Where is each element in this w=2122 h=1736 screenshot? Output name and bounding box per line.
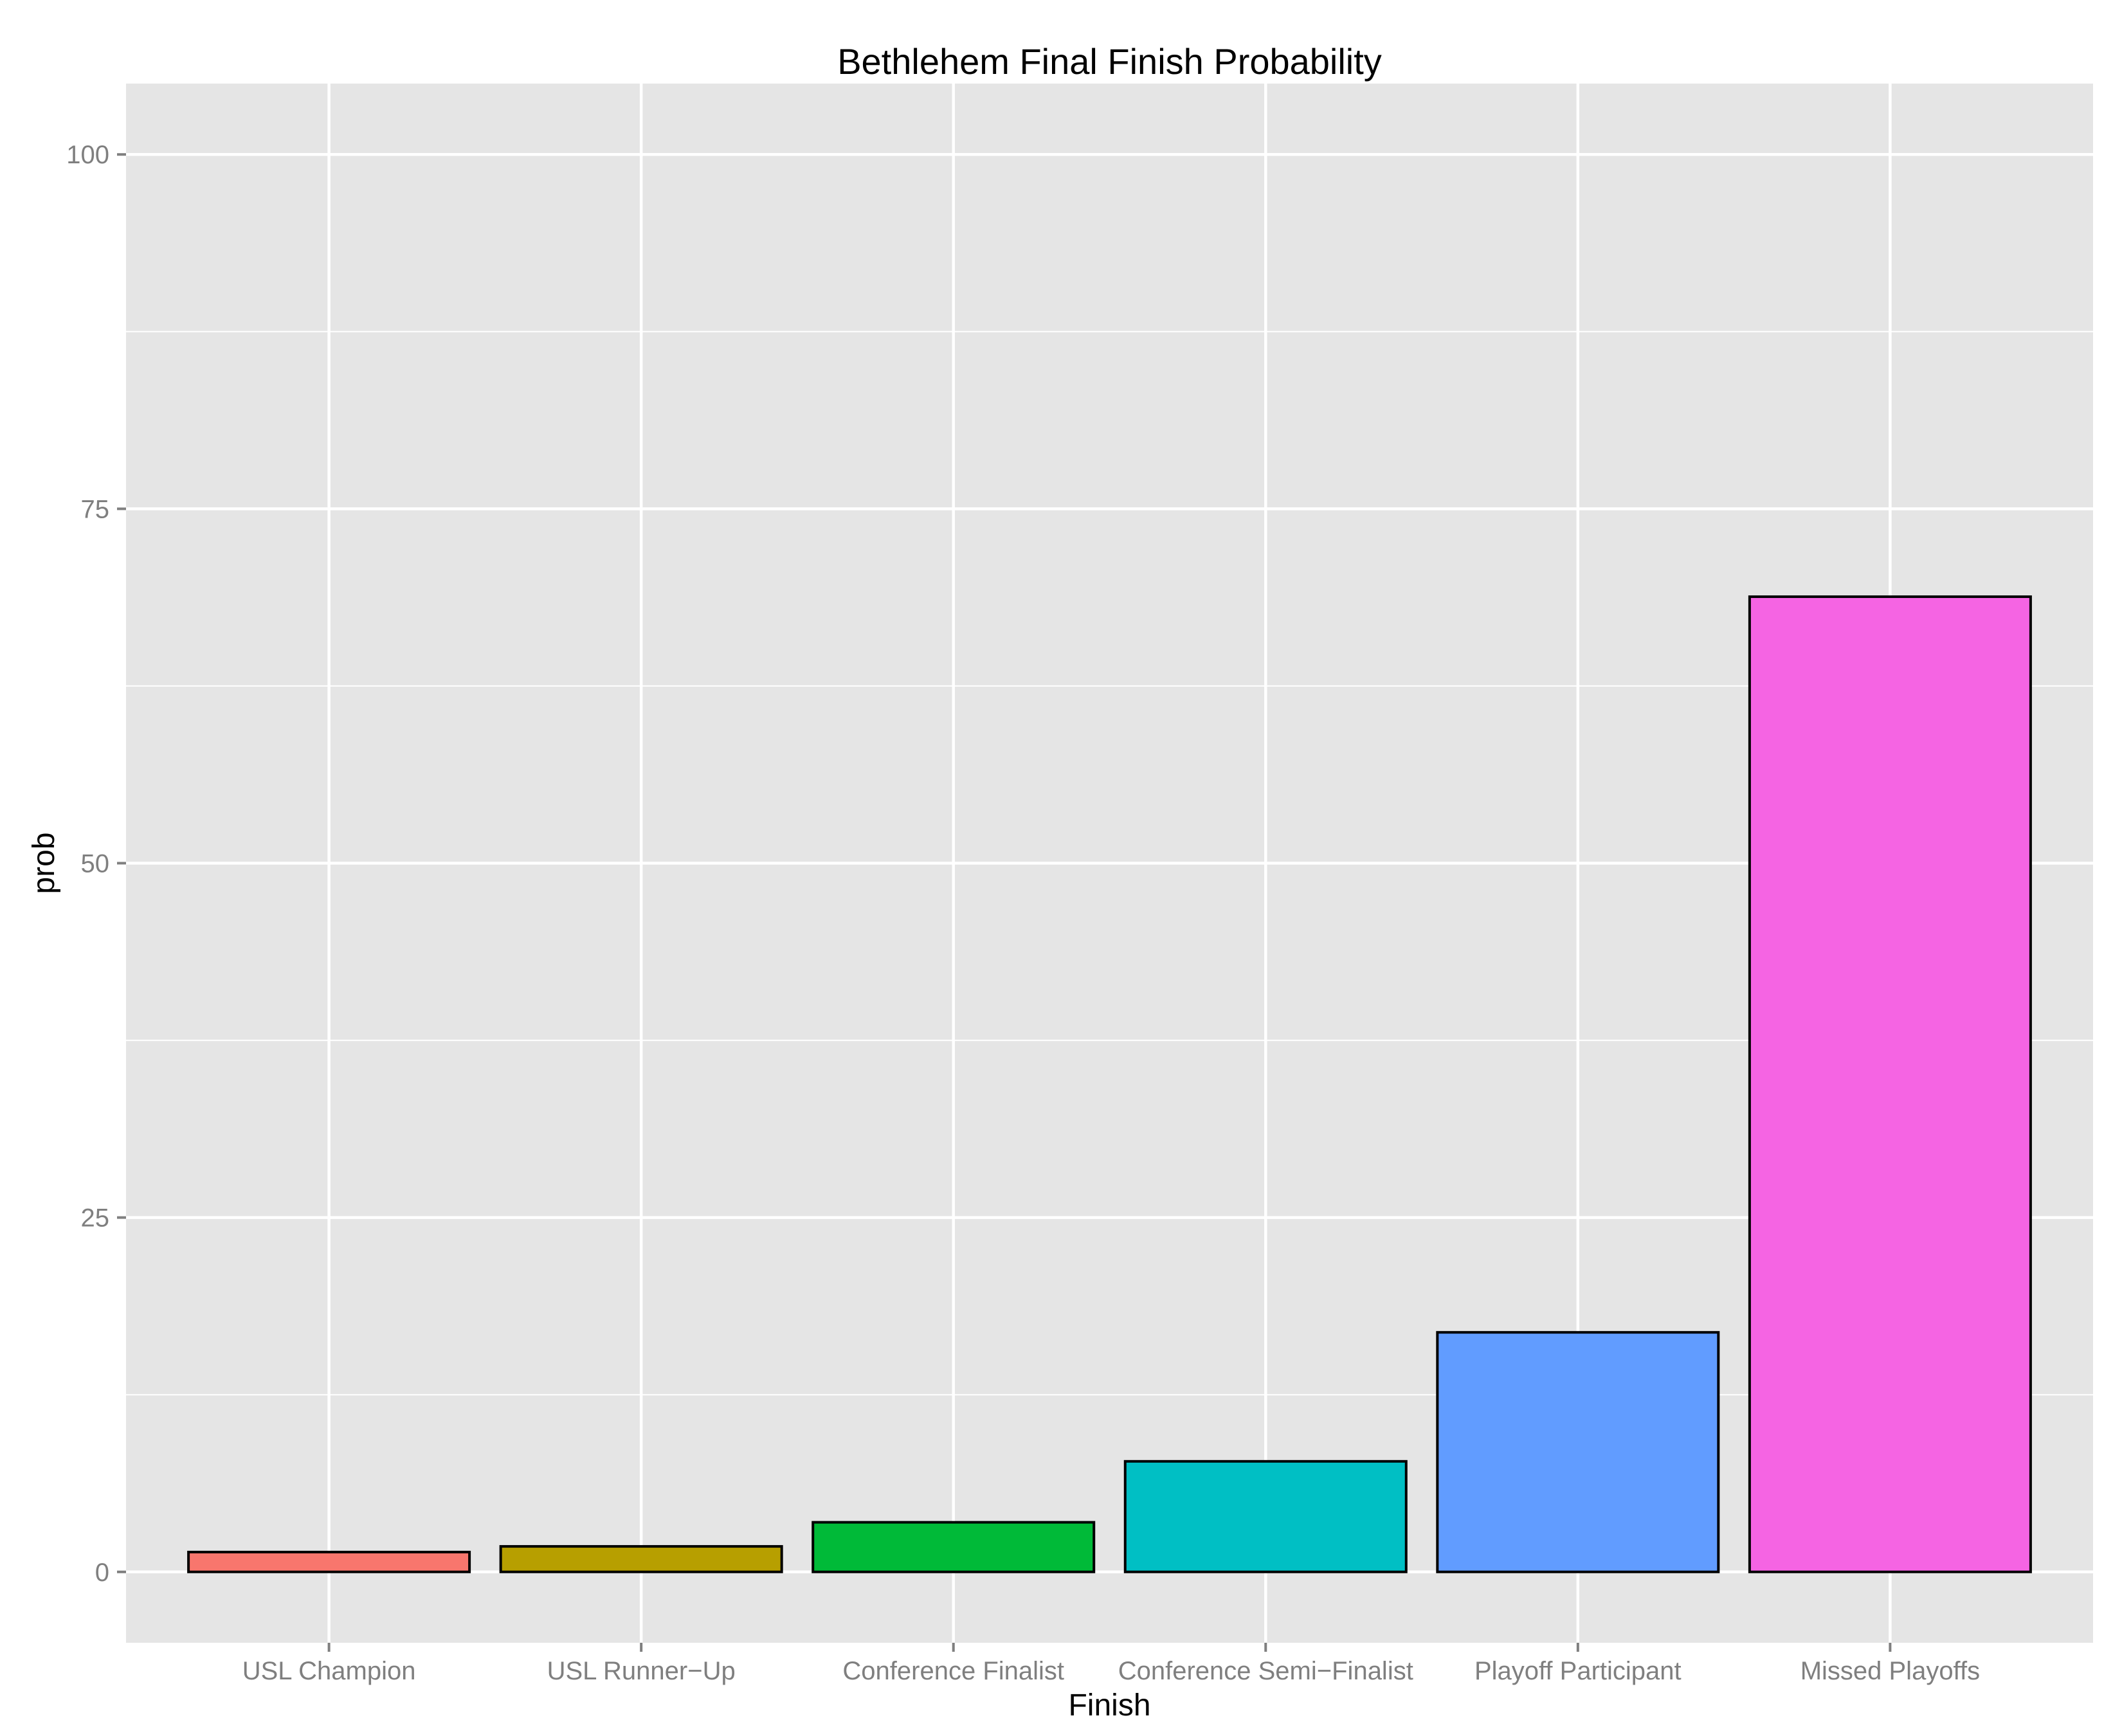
y-tick-label: 100 xyxy=(66,141,109,169)
x-tick-label: USL Champion xyxy=(242,1657,416,1685)
x-axis-title: Finish xyxy=(1068,1688,1150,1722)
y-axis-ticks: 0 25 50 75 100 xyxy=(66,141,126,1587)
y-tick-label: 75 xyxy=(81,495,110,523)
x-axis-ticks: USL Champion USL Runner−Up Conference Fina… xyxy=(242,1643,1980,1685)
bar xyxy=(812,1521,1096,1573)
bar xyxy=(187,1550,471,1573)
x-tick-label: Playoff Participant xyxy=(1474,1657,1682,1685)
y-axis-title: prob xyxy=(27,832,61,894)
bars xyxy=(187,595,2032,1573)
bar xyxy=(1748,595,2032,1573)
x-tick-label: Conference Semi−Finalist xyxy=(1118,1657,1413,1685)
y-tick-label: 0 xyxy=(95,1559,109,1587)
chart-title: Bethlehem Final Finish Probability xyxy=(837,41,1382,82)
x-tick-label: Conference Finalist xyxy=(842,1657,1064,1685)
x-tick-label: USL Runner−Up xyxy=(547,1657,736,1685)
y-tick-label: 50 xyxy=(81,850,110,878)
y-tick-label: 25 xyxy=(81,1204,110,1233)
x-tick-label: Missed Playoffs xyxy=(1800,1657,1980,1685)
bar xyxy=(1436,1331,1720,1573)
bar xyxy=(1123,1460,1408,1573)
bar xyxy=(499,1545,783,1573)
